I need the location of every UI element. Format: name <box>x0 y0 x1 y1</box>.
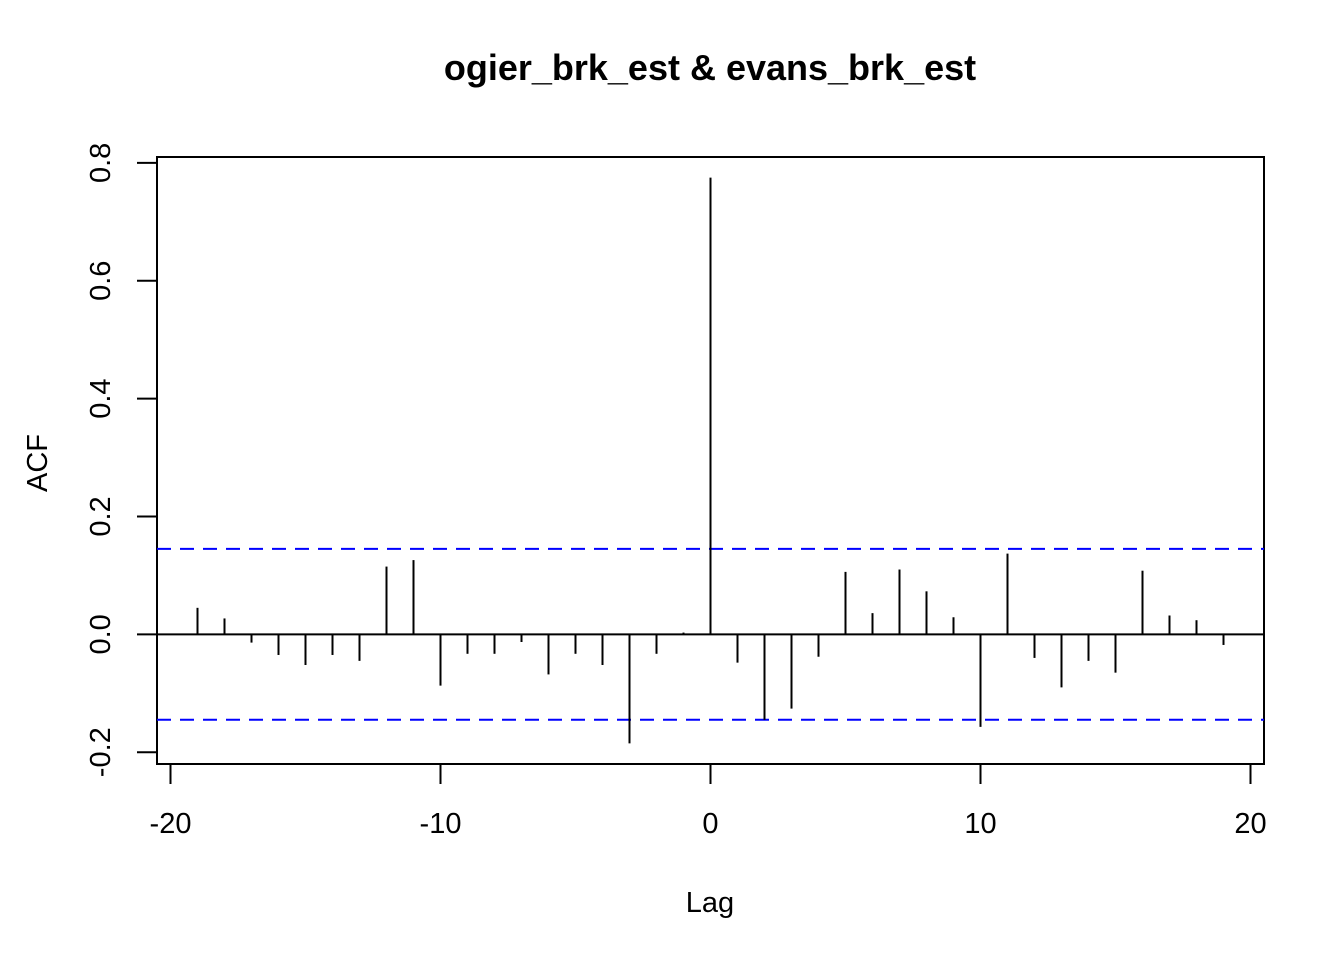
x-tick-label: -20 <box>150 808 192 840</box>
x-tick-label: 0 <box>702 808 718 840</box>
x-tick-label: 20 <box>1234 808 1266 840</box>
y-tick-label: 0.6 <box>85 261 117 301</box>
x-axis: -20 -10 0 10 20 <box>150 763 1267 840</box>
acf-bars <box>196 177 1225 744</box>
y-tick-label: 0.4 <box>85 378 117 418</box>
chart-title: ogier_brk_est & evans_brk_est <box>444 47 976 88</box>
y-axis-label: ACF <box>22 434 54 492</box>
y-tick-label: 0.0 <box>85 614 117 654</box>
y-tick-label: 0.8 <box>85 143 117 183</box>
x-axis-label: Lag <box>686 887 734 919</box>
y-tick-label: -0.2 <box>85 727 117 777</box>
y-axis: -0.2 0.0 0.2 0.4 0.6 0.8 <box>85 143 158 777</box>
x-tick-label: 10 <box>964 808 996 840</box>
x-tick-label: -10 <box>420 808 462 840</box>
y-tick-label: 0.2 <box>85 496 117 536</box>
